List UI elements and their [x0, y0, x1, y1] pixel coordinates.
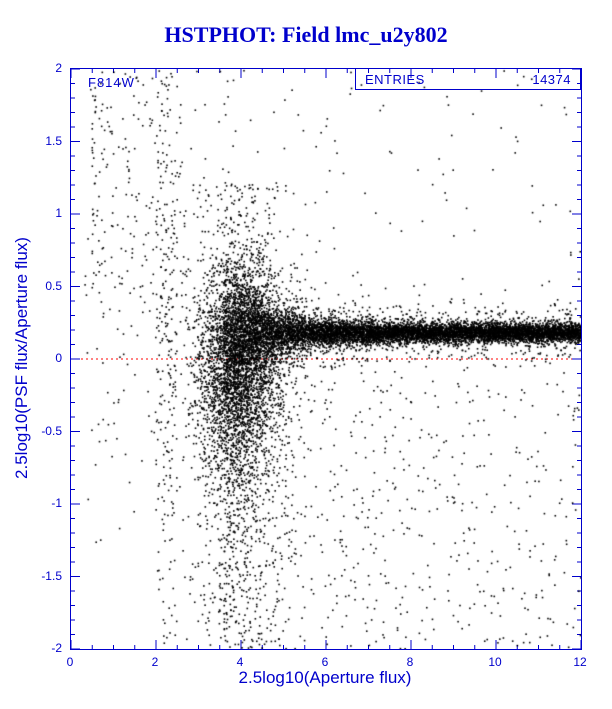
scatter-points-canvas: [71, 69, 581, 649]
y-tick-label: 2: [55, 61, 62, 75]
y-tick-label: -1: [51, 496, 62, 510]
stats-entries-label: ENTRIES: [365, 71, 425, 87]
y-tick-label: -0.5: [41, 423, 62, 438]
y-tick-label: 1.5: [45, 133, 62, 148]
filter-annotation: F814W: [88, 75, 135, 90]
x-tick-label: 0: [66, 655, 74, 669]
x-tick-label: 6: [321, 655, 329, 669]
y-tick-label: 1: [55, 206, 62, 220]
x-tick-label: 8: [406, 655, 414, 669]
stats-entries-value: 14374: [532, 71, 571, 87]
stats-box: ENTRIES 14374: [355, 68, 581, 90]
y-tick-label: 0.5: [45, 278, 62, 293]
x-tick-label: 12: [573, 655, 587, 669]
y-tick-label: -1.5: [41, 568, 62, 583]
y-tick-label: 0: [55, 351, 62, 365]
plot-title: HSTPHOT: Field lmc_u2y802: [164, 22, 448, 47]
plot-frame: [70, 68, 582, 650]
x-tick-label: 4: [236, 655, 244, 669]
x-axis-label: 2.5log10(Aperture flux): [238, 668, 412, 687]
y-tick-label: -2: [51, 641, 62, 655]
x-tick-label: 2: [151, 655, 159, 669]
x-tick-label: 10: [488, 655, 502, 669]
